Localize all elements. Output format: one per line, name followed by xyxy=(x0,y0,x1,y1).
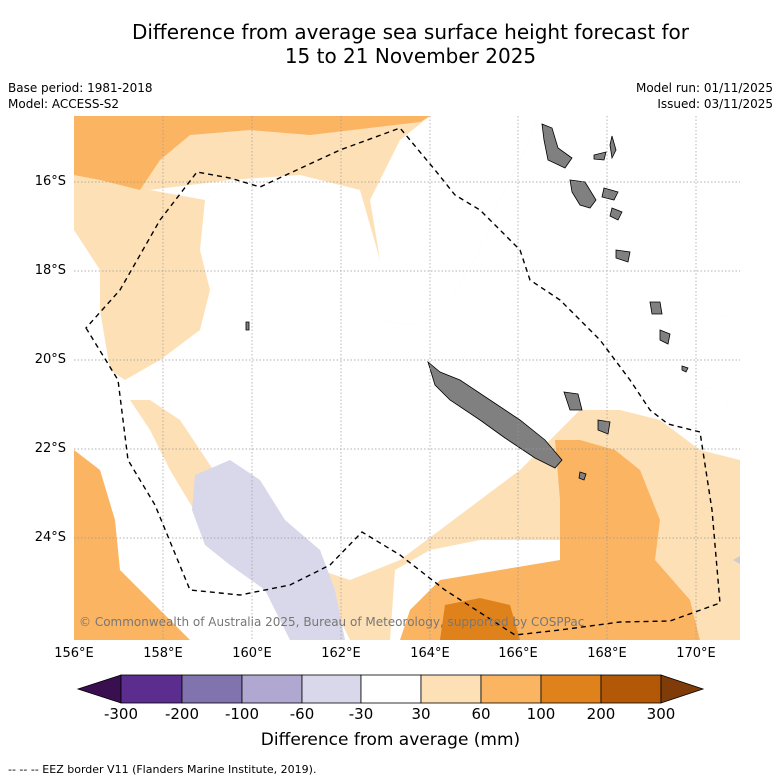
lat-label-22s: 22°S xyxy=(34,441,66,456)
hunter-islet xyxy=(681,365,689,373)
eez-legend-note: -- -- -- EEZ border V11 (Flanders Marine… xyxy=(8,763,317,776)
chesterfield-islet xyxy=(245,321,250,331)
colorbar-tick-7: 60 xyxy=(471,705,491,723)
overflow-marker xyxy=(733,556,740,564)
fiji-islet-b xyxy=(659,329,671,345)
vanuatu-efate xyxy=(601,187,619,201)
title-line-1: Difference from average sea surface heig… xyxy=(131,20,690,44)
land-masses xyxy=(245,123,689,481)
colorbar-bin-8 xyxy=(540,674,602,704)
lon-label-164e: 164°E xyxy=(410,646,450,661)
base-period: Base period: 1981-2018 xyxy=(8,81,153,95)
anomaly-100-200-south xyxy=(440,598,520,640)
title-line-2: 15 to 21 November 2025 xyxy=(284,44,537,68)
lon-label-168e: 168°E xyxy=(587,646,627,661)
anomaly-60-100-west xyxy=(74,450,190,640)
new-caledonia-island xyxy=(427,360,563,469)
lon-label-162e: 162°E xyxy=(321,646,361,661)
lon-label-160e: 160°E xyxy=(232,646,272,661)
colorbar-tick-6: 30 xyxy=(411,705,431,723)
anomaly-30-60-west-edge xyxy=(74,170,210,380)
colorbar-extend-high xyxy=(660,674,705,704)
lon-label-166e: 166°E xyxy=(498,646,538,661)
model-run: Model run: 01/11/2025 xyxy=(635,81,773,95)
colorbar-tick-4: -60 xyxy=(289,705,315,723)
graticule xyxy=(74,116,740,640)
vanuatu-tanna xyxy=(615,249,631,263)
colorbar-bin-5 xyxy=(360,674,422,704)
colorbar-tick-2: -200 xyxy=(164,705,200,723)
map-title: Difference from average sea surface heig… xyxy=(40,20,781,68)
colorbar-bin-3 xyxy=(241,674,303,704)
copyright-text: © Commonwealth of Australia 2025, Bureau… xyxy=(79,615,584,629)
vanuatu-espiritu-santo xyxy=(541,123,573,169)
colorbar-tick-10: 300 xyxy=(646,705,676,723)
matthew-island xyxy=(578,471,587,481)
colorbar-tick-3: -100 xyxy=(224,705,260,723)
map-panel: © Commonwealth of Australia 2025, Bureau… xyxy=(74,116,740,640)
colorbar-bin-1 xyxy=(120,674,183,704)
colorbar-bin-4 xyxy=(301,674,362,704)
lat-label-20s: 20°S xyxy=(34,352,66,367)
anomaly-neutral-ne xyxy=(540,116,740,330)
lon-label-170e: 170°E xyxy=(676,646,716,661)
lat-label-18s: 18°S xyxy=(34,263,66,278)
colorbar-bin-9 xyxy=(600,674,662,704)
lon-label-156e: 156°E xyxy=(54,646,94,661)
meta-left: Base period: 1981-2018 Model: ACCESS-S2 xyxy=(8,80,153,112)
lat-label-16s: 16°S xyxy=(34,174,66,189)
fiji-islet-a xyxy=(649,301,663,315)
lon-label-158e: 158°E xyxy=(143,646,183,661)
colorbar-tick-5: -30 xyxy=(348,705,374,723)
issued-date: Issued: 03/11/2025 xyxy=(657,97,773,111)
colorbar-bin-2 xyxy=(181,674,243,704)
anomaly-60-100-southeast xyxy=(400,440,700,640)
colorbar-extend-low xyxy=(76,674,122,704)
colorbar-tick-9: 200 xyxy=(586,705,616,723)
lat-label-24s: 24°S xyxy=(34,530,66,545)
colorbar-tick-1: -300 xyxy=(103,705,139,723)
colorbar xyxy=(76,674,705,704)
vanuatu-ambae xyxy=(593,151,607,161)
model-name: Model: ACCESS-S2 xyxy=(8,97,120,111)
loyalty-islands-lifou xyxy=(597,419,611,435)
colorbar-title: Difference from average (mm) xyxy=(260,730,521,750)
colorbar-bin-6 xyxy=(420,674,482,704)
meta-right: Model run: 01/11/2025 Issued: 03/11/2025 xyxy=(636,80,773,112)
anomaly-minus-30-60-southwest xyxy=(192,460,345,640)
colorbar-tick-8: 100 xyxy=(526,705,556,723)
vanuatu-pentecost xyxy=(609,135,617,160)
loyalty-islands-mare xyxy=(563,391,583,411)
colorbar-bin-7 xyxy=(480,674,542,704)
vanuatu-erromango xyxy=(609,207,623,221)
anomaly-neutral-interior xyxy=(125,116,740,580)
